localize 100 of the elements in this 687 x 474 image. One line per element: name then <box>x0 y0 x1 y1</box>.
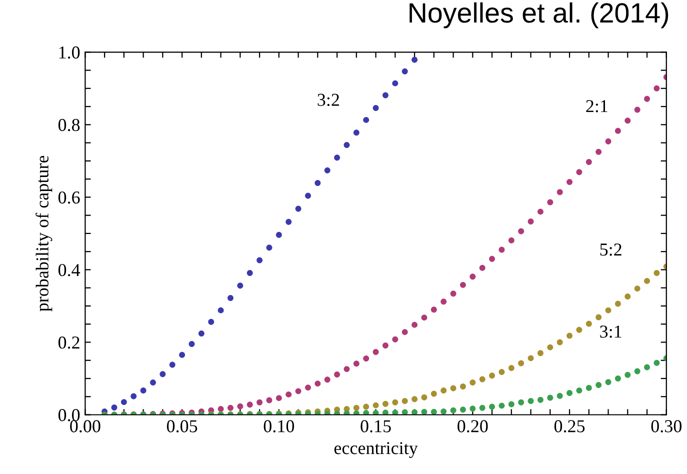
x-tick-label: 0.10 <box>264 420 294 432</box>
point <box>412 409 418 415</box>
point <box>228 404 234 411</box>
point <box>654 270 660 276</box>
point <box>450 407 456 414</box>
point <box>644 364 650 370</box>
point <box>382 400 388 407</box>
point <box>237 403 244 410</box>
point <box>586 384 592 391</box>
point <box>218 307 224 314</box>
point <box>412 322 418 328</box>
y-axis-title: probability of capture <box>36 156 52 312</box>
point <box>421 394 428 400</box>
point <box>644 96 650 102</box>
point <box>256 399 263 406</box>
point <box>556 189 563 196</box>
point <box>421 408 428 415</box>
point <box>353 360 360 367</box>
point <box>605 379 612 386</box>
point <box>421 314 428 321</box>
point <box>547 394 554 401</box>
point <box>489 372 496 379</box>
point <box>412 396 418 402</box>
point <box>614 128 621 134</box>
x-tick-label: 0.20 <box>458 420 488 432</box>
point <box>286 391 292 398</box>
point <box>430 306 437 313</box>
point <box>460 383 466 390</box>
point <box>237 282 244 289</box>
point <box>624 294 631 300</box>
y-tick-label: 1.0 <box>59 46 80 59</box>
point <box>537 350 544 356</box>
series-label: 5:2 <box>600 244 622 256</box>
point <box>169 362 176 368</box>
x-axis-title: eccentricity <box>334 442 418 458</box>
y-tick-label: 0.4 <box>58 264 80 276</box>
point <box>624 118 631 124</box>
point <box>605 138 612 144</box>
point <box>111 404 118 410</box>
point <box>150 379 156 386</box>
y-tick-label: 0.8 <box>58 118 80 132</box>
point <box>634 368 640 374</box>
point <box>470 274 476 280</box>
point <box>614 300 621 307</box>
point <box>266 397 272 404</box>
point <box>324 376 330 383</box>
point <box>498 246 505 253</box>
point <box>479 376 486 382</box>
point <box>295 388 302 394</box>
point <box>276 395 282 402</box>
x-tick-label: 0.30 <box>651 420 682 432</box>
point <box>140 387 146 394</box>
point <box>208 318 214 325</box>
point <box>382 410 388 415</box>
point <box>450 290 456 297</box>
point <box>489 404 496 410</box>
point <box>363 356 370 362</box>
point <box>392 410 398 415</box>
point <box>120 399 127 406</box>
point <box>498 368 505 375</box>
point <box>644 278 650 284</box>
point <box>518 399 524 406</box>
point <box>372 402 379 408</box>
point <box>566 332 573 339</box>
point <box>624 372 631 378</box>
point <box>586 159 592 165</box>
x-tick-label: 0.05 <box>166 420 198 432</box>
point <box>430 408 437 415</box>
series-label: 3:2 <box>318 94 339 106</box>
point <box>634 106 640 113</box>
point <box>537 208 544 215</box>
point <box>528 355 534 362</box>
point <box>304 192 311 199</box>
point <box>528 218 534 224</box>
point <box>528 398 534 404</box>
point <box>324 167 330 174</box>
y-tick-label: 0.6 <box>58 191 80 204</box>
point <box>276 232 282 238</box>
point <box>596 314 602 320</box>
point <box>344 142 350 148</box>
point <box>470 406 476 412</box>
point <box>246 402 253 408</box>
point <box>256 257 263 264</box>
point <box>596 148 602 155</box>
point <box>363 116 370 123</box>
y-tick-label: 0.2 <box>58 336 80 349</box>
point <box>179 352 186 358</box>
x-tick-label: 0.15 <box>360 420 391 432</box>
point <box>586 320 592 327</box>
point <box>402 398 408 404</box>
point <box>508 401 514 408</box>
point <box>440 408 447 414</box>
point <box>498 402 505 409</box>
point <box>450 385 456 392</box>
point <box>460 406 466 413</box>
point <box>188 341 195 348</box>
point <box>402 68 408 74</box>
point <box>363 410 370 415</box>
point <box>614 376 621 382</box>
series-label: 2:1 <box>586 100 608 112</box>
